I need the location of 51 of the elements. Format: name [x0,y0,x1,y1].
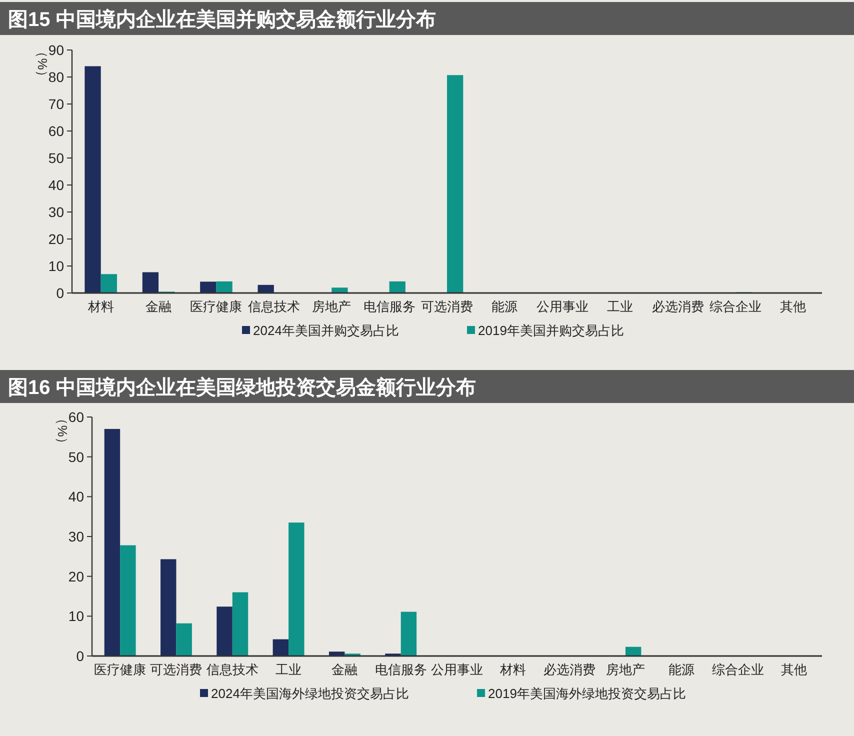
x-tick-label: 必选消费 [543,662,596,677]
x-tick-label: 其他 [780,299,806,314]
y-tick-label: 80 [48,69,64,85]
x-tick-label: 能源 [668,662,695,677]
y-tick-label: 40 [48,177,64,193]
legend-label: 2024年美国海外绿地投资交易占比 [211,686,409,701]
y-tick-label: 0 [56,285,64,301]
x-tick-label: 必选消费 [652,299,704,314]
y-tick-label: 50 [68,448,84,465]
x-tick-label: 可选消费 [150,662,202,677]
x-tick-label: 可选消费 [421,299,473,314]
y-tick-label: 90 [48,42,64,58]
y-tick-label: 30 [48,204,64,220]
x-tick-label: 工业 [276,662,302,677]
x-tick-label: 金融 [332,662,358,677]
legend-label: 2024年美国并购交易占比 [253,323,399,338]
x-tick-label: 信息技术 [206,662,258,677]
y-tick-label: 10 [48,258,64,274]
y-tick-label: 60 [48,123,64,139]
chart-title: 图16 中国境内企业在美国绿地投资交易金额行业分布 [8,376,476,399]
x-tick-label: 医疗健康 [94,662,146,677]
x-tick-label: 金融 [146,299,172,314]
y-tick-label: 10 [68,608,84,624]
y-axis-title: （%） [35,45,50,83]
x-tick-label: 电信服务 [374,662,427,677]
x-tick-label: 材料 [86,299,114,314]
x-tick-label: 信息技术 [248,299,300,314]
x-tick-label: 电信服务 [363,299,416,314]
y-tick-label: 70 [48,96,64,112]
y-tick-label: 30 [68,528,84,544]
x-tick-label: 房地产 [312,299,352,314]
legend-label: 2019年美国并购交易占比 [478,323,624,338]
x-tick-label: 公用事业 [431,662,483,677]
x-tick-label: 材料 [499,662,526,677]
x-tick-label: 综合企业 [712,662,764,677]
y-tick-label: 20 [68,568,84,584]
y-tick-label: 50 [48,150,64,166]
chart-title: 图15 中国境内企业在美国并购交易金额行业分布 [8,8,436,31]
x-tick-label: 综合企业 [709,299,762,314]
y-tick-label: 20 [48,231,64,247]
y-tick-label: 40 [68,488,84,505]
x-tick-label: 工业 [607,299,634,314]
x-tick-label: 医疗健康 [190,299,242,314]
legend-label: 2019年美国海外绿地投资交易占比 [488,686,686,701]
x-tick-label: 公用事业 [536,299,588,314]
y-tick-label: 0 [76,648,84,664]
x-tick-label: 其他 [780,662,807,677]
x-tick-label: 房地产 [606,662,645,677]
y-tick-label: 60 [68,409,84,425]
x-tick-label: 能源 [492,299,518,314]
y-axis-title: （%） [55,412,70,450]
